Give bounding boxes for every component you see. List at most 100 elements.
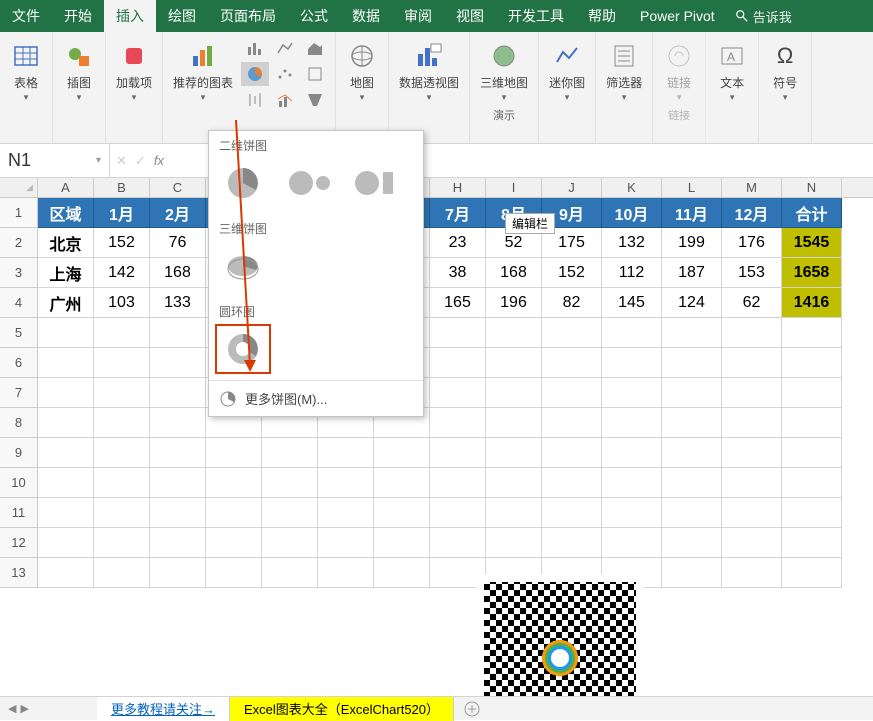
cell[interactable] xyxy=(542,348,602,378)
col-header-M[interactable]: M xyxy=(722,178,782,197)
cell[interactable] xyxy=(782,348,842,378)
cell[interactable] xyxy=(38,528,94,558)
cell[interactable] xyxy=(486,318,542,348)
sheet-tab-2[interactable]: Excel图表大全（ExcelChart520） xyxy=(230,697,454,721)
cell[interactable] xyxy=(722,408,782,438)
stock-chart-button[interactable] xyxy=(241,88,269,112)
cell[interactable] xyxy=(262,468,318,498)
cell[interactable] xyxy=(602,318,662,348)
donut-chart-button[interactable] xyxy=(219,328,267,370)
cell[interactable] xyxy=(430,438,486,468)
col-header-I[interactable]: I xyxy=(486,178,542,197)
header-cell[interactable]: 合计 xyxy=(782,198,842,228)
cell[interactable] xyxy=(38,378,94,408)
addins-button[interactable]: 加载项 xyxy=(112,36,156,105)
cell[interactable] xyxy=(722,498,782,528)
cell[interactable] xyxy=(662,468,722,498)
cell[interactable] xyxy=(542,528,602,558)
cell[interactable] xyxy=(318,498,374,528)
tab-review[interactable]: 审阅 xyxy=(392,0,444,32)
tab-powerpivot[interactable]: Power Pivot xyxy=(628,0,727,32)
cell[interactable]: 168 xyxy=(486,258,542,288)
cell[interactable] xyxy=(602,498,662,528)
row-header-11[interactable]: 11 xyxy=(0,498,38,528)
cell[interactable] xyxy=(486,528,542,558)
combo-chart-button[interactable] xyxy=(271,88,299,112)
cell[interactable] xyxy=(542,378,602,408)
col-header-B[interactable]: B xyxy=(94,178,150,197)
cell[interactable] xyxy=(430,318,486,348)
cell[interactable] xyxy=(430,528,486,558)
cell[interactable] xyxy=(662,498,722,528)
cell[interactable] xyxy=(486,468,542,498)
cell[interactable] xyxy=(38,498,94,528)
cell[interactable] xyxy=(662,558,722,588)
cell[interactable] xyxy=(430,468,486,498)
illust-button[interactable]: 插图 xyxy=(59,36,99,105)
cell[interactable] xyxy=(38,318,94,348)
cell[interactable] xyxy=(430,498,486,528)
row-header-13[interactable]: 13 xyxy=(0,558,38,588)
cell[interactable] xyxy=(318,468,374,498)
cell[interactable]: 176 xyxy=(722,228,782,258)
tab-data[interactable]: 数据 xyxy=(340,0,392,32)
cell[interactable]: 152 xyxy=(542,258,602,288)
add-sheet-button[interactable] xyxy=(454,701,490,717)
cell[interactable]: 103 xyxy=(94,288,150,318)
tab-home[interactable]: 开始 xyxy=(52,0,104,32)
cell[interactable] xyxy=(318,558,374,588)
slicer-button[interactable]: 筛选器 xyxy=(602,36,646,105)
more-pie-charts[interactable]: 更多饼图(M)... xyxy=(209,380,423,416)
cell[interactable] xyxy=(782,528,842,558)
cell[interactable] xyxy=(150,438,206,468)
cell[interactable] xyxy=(206,558,262,588)
cell[interactable] xyxy=(150,348,206,378)
cell[interactable] xyxy=(150,468,206,498)
cell[interactable] xyxy=(722,528,782,558)
cancel-icon[interactable]: ✕ xyxy=(116,153,127,169)
cell[interactable] xyxy=(150,318,206,348)
symbol-button[interactable]: Ω 符号 xyxy=(765,36,805,105)
sum-cell[interactable]: 1416 xyxy=(782,288,842,318)
cell[interactable]: 38 xyxy=(430,258,486,288)
cell[interactable] xyxy=(150,558,206,588)
row-header-3[interactable]: 3 xyxy=(0,258,38,288)
cell[interactable] xyxy=(94,468,150,498)
cell[interactable] xyxy=(150,528,206,558)
cell[interactable] xyxy=(318,438,374,468)
row-header-10[interactable]: 10 xyxy=(0,468,38,498)
tab-draw[interactable]: 绘图 xyxy=(156,0,208,32)
cell[interactable]: 62 xyxy=(722,288,782,318)
cell[interactable] xyxy=(602,468,662,498)
cell[interactable] xyxy=(374,528,430,558)
cell[interactable] xyxy=(782,558,842,588)
cell[interactable] xyxy=(262,528,318,558)
cell[interactable] xyxy=(94,558,150,588)
cell[interactable] xyxy=(722,468,782,498)
cell[interactable] xyxy=(94,498,150,528)
cell[interactable] xyxy=(374,468,430,498)
cell[interactable]: 82 xyxy=(542,288,602,318)
cell[interactable] xyxy=(262,558,318,588)
col-header-J[interactable]: J xyxy=(542,178,602,197)
cell[interactable] xyxy=(318,528,374,558)
cell[interactable]: 上海 xyxy=(38,258,94,288)
cell[interactable] xyxy=(94,378,150,408)
cell[interactable] xyxy=(486,408,542,438)
cell[interactable] xyxy=(94,318,150,348)
cell[interactable] xyxy=(150,498,206,528)
cell[interactable] xyxy=(374,438,430,468)
cell[interactable] xyxy=(782,378,842,408)
sheet-prev-icon[interactable]: ◀ xyxy=(8,702,16,715)
cell[interactable]: 124 xyxy=(662,288,722,318)
col-header-N[interactable]: N xyxy=(782,178,842,197)
col-header-C[interactable]: C xyxy=(150,178,206,197)
cell[interactable] xyxy=(94,438,150,468)
cell[interactable] xyxy=(206,468,262,498)
tell-me-search[interactable]: 告诉我 xyxy=(735,7,792,26)
cell[interactable] xyxy=(602,378,662,408)
tables-button[interactable]: 表格 xyxy=(6,36,46,105)
cell[interactable]: 168 xyxy=(150,258,206,288)
cell[interactable] xyxy=(150,378,206,408)
row-header-8[interactable]: 8 xyxy=(0,408,38,438)
